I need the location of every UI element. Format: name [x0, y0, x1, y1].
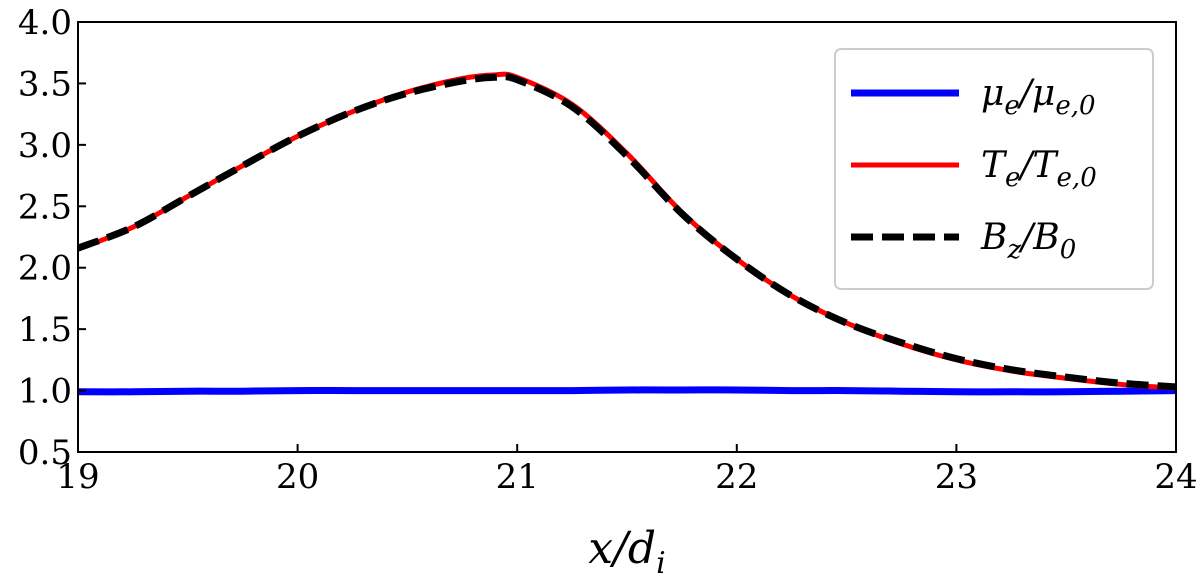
y-tick-label: 1.5 — [18, 310, 72, 350]
y-tick-label: 3.5 — [18, 64, 72, 104]
legend: μe/μe,0 Te/Te,0 Bz/B0 — [834, 48, 1154, 290]
plot-frame — [77, 21, 1177, 453]
series-line-1 — [78, 386, 1176, 396]
series-line-3 — [78, 73, 1176, 391]
y-tick-label: 2.5 — [18, 187, 72, 227]
legend-label-2: Te/Te,0 — [981, 145, 1097, 193]
x-tick-label: 20 — [276, 457, 319, 497]
x-axis-label: x/di — [588, 523, 665, 581]
x-tick-label: 22 — [715, 457, 758, 497]
y-tick-label: 0.5 — [18, 433, 72, 473]
legend-label-1: μe/μe,0 — [981, 73, 1096, 121]
y-tick-label: 2.0 — [18, 249, 72, 289]
x-tick-label: 19 — [56, 457, 99, 497]
ticks-layer: 19 20 21 22 23 24 0.5 1.0 1.5 2.0 2.5 3.0 3.5 4.0 — [18, 3, 1198, 497]
series-layer — [78, 71, 1176, 396]
x-tick-label: 23 — [935, 457, 978, 497]
y-tick-label: 3.0 — [18, 126, 72, 166]
y-tick-label: 1.0 — [18, 372, 72, 412]
x-tick-label: 24 — [1154, 457, 1197, 497]
x-axis-label-main: x/d — [588, 523, 656, 574]
x-axis-label-sub: i — [656, 546, 666, 581]
x-tick-label: 21 — [496, 457, 539, 497]
legend-box — [834, 48, 1154, 290]
legend-label-3: Bz/B0 — [980, 217, 1076, 265]
y-tick-label: 4.0 — [18, 3, 72, 43]
